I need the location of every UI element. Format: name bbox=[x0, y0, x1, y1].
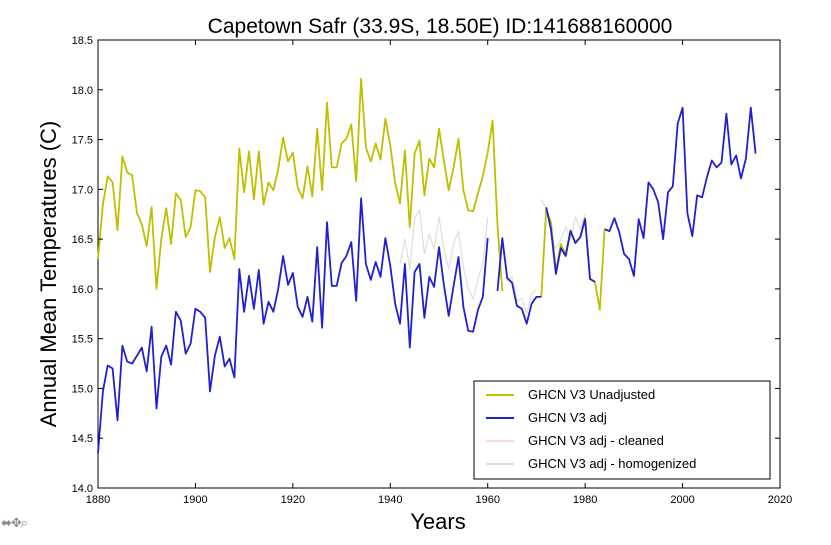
plot-area-border bbox=[97, 39, 781, 489]
legend-box bbox=[473, 380, 771, 480]
series-line-ghcn-v3-adj-homogenized bbox=[399, 208, 489, 300]
x-tick-label: 1880 bbox=[86, 494, 110, 506]
series-line-ghcn-v3-adj bbox=[97, 197, 489, 454]
x-axis: 1880 1900 1920 1940 1960 1980 2000 2020 bbox=[86, 40, 792, 506]
series-line-ghcn-v3-adj bbox=[604, 106, 757, 277]
x-tick-label: 1960 bbox=[475, 494, 499, 506]
x-tick-label: 2000 bbox=[670, 494, 694, 506]
y-tick-label: 18.0 bbox=[72, 85, 93, 97]
chart-title: Capetown Safr (33.9S, 18.50E) ID:1416881… bbox=[208, 15, 673, 38]
x-tick-label: 2020 bbox=[768, 494, 792, 506]
y-tick-label: 15.0 bbox=[72, 383, 93, 395]
y-tick-label: 14.5 bbox=[72, 433, 93, 445]
y-axis: 14.0 14.5 15.0 15.5 16.0 16.5 17.0 17.5 18.0 18.5 bbox=[72, 35, 780, 495]
legend-label: GHCN V3 adj - homogenized bbox=[528, 456, 696, 471]
series-line-ghcn-v3-adj bbox=[496, 237, 542, 325]
x-tick-label: 1900 bbox=[183, 494, 207, 506]
x-tick-label: 1980 bbox=[573, 494, 597, 506]
legend: GHCN V3 Unadjusted GHCN V3 adj GHCN V3 adj… bbox=[473, 380, 771, 480]
y-tick-label: 15.5 bbox=[72, 334, 93, 346]
y-axis-label: Annual Mean Temperatures (C) bbox=[36, 121, 61, 428]
pan-zoom-tool-icons[interactable]: ⬌✥⌕ bbox=[1, 516, 28, 531]
y-tick-label: 14.0 bbox=[72, 483, 93, 495]
x-axis-label: Years bbox=[410, 509, 465, 534]
y-tick-label: 16.5 bbox=[72, 234, 93, 246]
y-tick-label: 18.5 bbox=[72, 35, 93, 47]
series-line-ghcn-v3-unadjusted bbox=[97, 77, 499, 290]
series-line-ghcn-v3-adj-homogenized bbox=[540, 199, 586, 250]
x-tick-label: 1940 bbox=[378, 494, 402, 506]
y-tick-label: 17.0 bbox=[72, 184, 93, 196]
legend-label: GHCN V3 Unadjusted bbox=[528, 387, 655, 402]
series-layer bbox=[97, 77, 757, 454]
legend-label: GHCN V3 adj - cleaned bbox=[528, 433, 664, 448]
y-tick-label: 16.0 bbox=[72, 284, 93, 296]
series-line-ghcn-v3-adj bbox=[545, 207, 596, 283]
y-tick-label: 17.5 bbox=[72, 135, 93, 147]
plot-frame bbox=[97, 39, 781, 489]
x-tick-label: 1920 bbox=[281, 494, 305, 506]
legend-label: GHCN V3 adj bbox=[528, 410, 607, 425]
